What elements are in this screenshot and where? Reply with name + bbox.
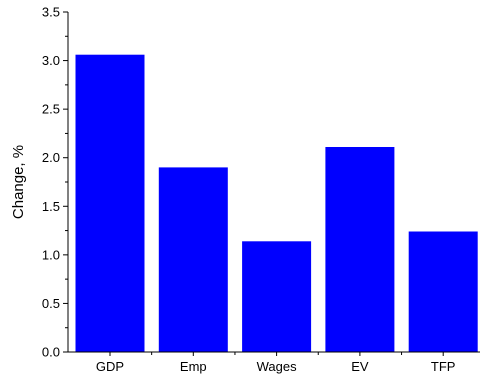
bar-wages (242, 241, 312, 352)
y-tick-label: 0.0 (42, 345, 60, 360)
bar-ev (325, 147, 395, 352)
bar-tfp (408, 231, 478, 352)
y-tick-label: 3.5 (42, 5, 60, 20)
y-tick-label: 2.5 (42, 102, 60, 117)
x-ticks: GDP Emp Wages EV TFP (96, 352, 456, 374)
x-tick-label: Wages (257, 359, 297, 374)
y-tick-label: 3.0 (42, 53, 60, 68)
y-tick-label: 1.5 (42, 199, 60, 214)
y-ticks: 0.0 0.5 1.0 1.5 2.0 2.5 3.0 3.5 (42, 5, 68, 360)
x-tick-label: GDP (96, 359, 124, 374)
y-tick-label: 2.0 (42, 150, 60, 165)
y-axis-title: Change, % (10, 145, 27, 219)
bar-emp (158, 167, 228, 352)
bars-layer (75, 54, 478, 352)
x-tick-label: EV (351, 359, 369, 374)
x-tick-label: Emp (180, 359, 207, 374)
bar-gdp (75, 54, 145, 352)
y-tick-label: 1.0 (42, 247, 60, 262)
x-tick-label: TFP (431, 359, 456, 374)
y-tick-label: 0.5 (42, 296, 60, 311)
